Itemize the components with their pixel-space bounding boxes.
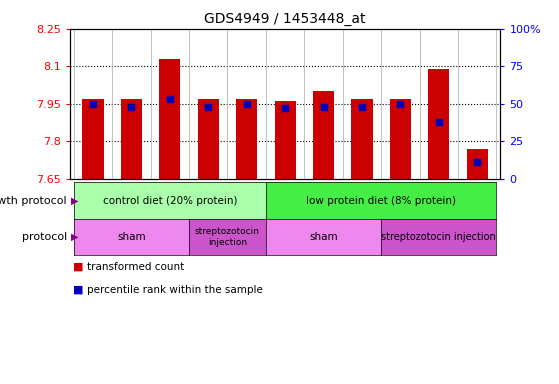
Bar	[428, 69, 449, 179]
Text: transformed count: transformed count	[87, 262, 184, 272]
Point	[358, 104, 367, 110]
Bar	[390, 99, 411, 179]
Bar	[467, 149, 488, 179]
Text: sham: sham	[309, 232, 338, 242]
Text: sham: sham	[117, 232, 146, 242]
Point	[127, 104, 136, 110]
Bar	[198, 99, 219, 179]
Text: protocol: protocol	[22, 232, 67, 242]
Text: ■: ■	[73, 285, 83, 295]
Point	[281, 105, 290, 111]
Point	[473, 159, 482, 165]
Point	[434, 119, 443, 125]
Text: ▶: ▶	[71, 232, 78, 242]
Bar	[236, 99, 257, 179]
Bar	[159, 59, 181, 179]
Text: low protein diet (8% protein): low protein diet (8% protein)	[306, 195, 456, 206]
Text: percentile rank within the sample: percentile rank within the sample	[87, 285, 263, 295]
Title: GDS4949 / 1453448_at: GDS4949 / 1453448_at	[205, 12, 366, 26]
Text: control diet (20% protein): control diet (20% protein)	[102, 195, 237, 206]
Text: ▶: ▶	[71, 195, 78, 206]
Bar	[352, 99, 372, 179]
Text: growth protocol: growth protocol	[0, 195, 67, 206]
Bar	[274, 101, 296, 179]
Text: ■: ■	[73, 262, 83, 272]
Point	[88, 101, 97, 107]
Text: streptozotocin
injection: streptozotocin injection	[195, 227, 260, 247]
Point	[203, 104, 212, 110]
Bar	[121, 99, 142, 179]
Bar	[82, 99, 103, 179]
Point	[165, 96, 174, 102]
Point	[396, 101, 405, 107]
Point	[319, 104, 328, 110]
Bar	[313, 91, 334, 179]
Text: streptozotocin injection: streptozotocin injection	[381, 232, 496, 242]
Point	[242, 101, 251, 107]
